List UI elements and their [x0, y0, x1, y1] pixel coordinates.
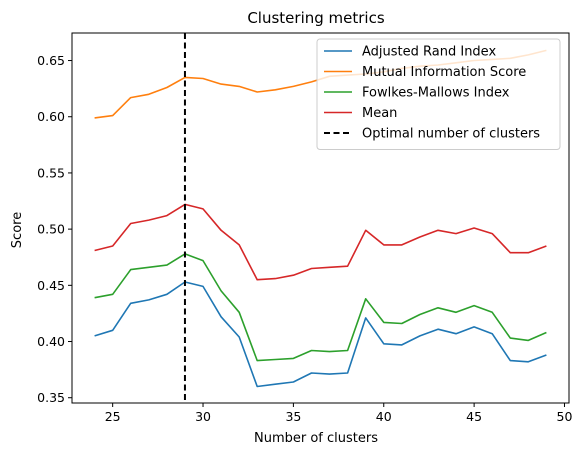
- legend-label: Adjusted Rand Index: [362, 45, 496, 60]
- x-tick-label: 50: [557, 409, 573, 424]
- y-tick-label: 0.35: [37, 390, 65, 405]
- y-tick-label: 0.45: [37, 278, 65, 293]
- x-tick-label: 35: [285, 409, 301, 424]
- x-tick-label: 45: [466, 409, 482, 424]
- series-line-0: [95, 282, 547, 387]
- x-tick-label: 40: [376, 409, 392, 424]
- x-tick-label: 25: [105, 409, 121, 424]
- x-axis: 25 30 35 40 45 50: [105, 403, 573, 424]
- x-tick-label: 30: [195, 409, 211, 424]
- legend-label: Fowlkes-Mallows Index: [362, 86, 510, 101]
- series-line-2: [95, 254, 547, 361]
- x-axis-label: Number of clusters: [254, 431, 378, 446]
- legend: Adjusted Rand Index Mutual Information Sc…: [317, 39, 560, 150]
- y-tick-label: 0.60: [37, 109, 65, 124]
- chart-title: Clustering metrics: [247, 9, 385, 27]
- legend-label: Mean: [362, 106, 397, 121]
- y-tick-label: 0.55: [37, 165, 65, 180]
- y-tick-label: 0.40: [37, 334, 65, 349]
- series-line-3: [95, 204, 547, 279]
- legend-label: Optimal number of clusters: [362, 127, 540, 142]
- y-tick-label: 0.65: [37, 53, 65, 68]
- y-axis-label: Score: [10, 212, 25, 248]
- y-axis: 0.35 0.40 0.45 0.50 0.55 0.60 0.65: [37, 53, 72, 405]
- legend-label: Mutual Information Score: [362, 65, 526, 80]
- y-tick-label: 0.50: [37, 222, 65, 237]
